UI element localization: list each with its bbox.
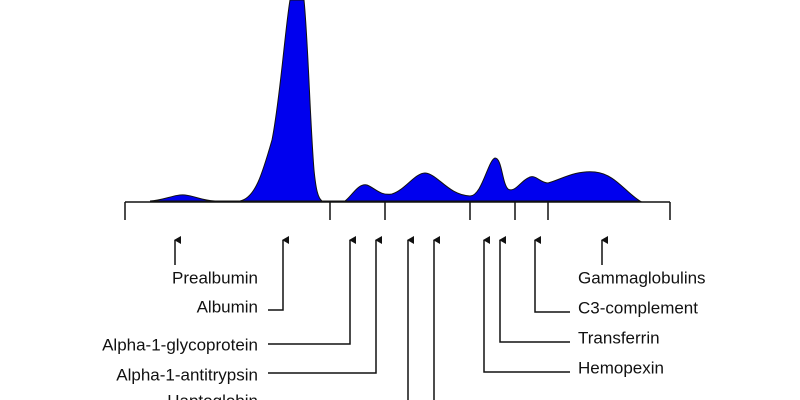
- label: Alpha-1-antitrypsin: [116, 365, 258, 384]
- label: Gammaglobulins: [578, 268, 706, 287]
- label: C3-complement: [578, 298, 698, 317]
- label: Alpha-1-glycoprotein: [102, 335, 258, 354]
- label: Albumin: [197, 297, 258, 316]
- label: Prealbumin: [172, 268, 258, 287]
- label: Haptoglobin: [167, 391, 258, 400]
- density-curve: [149, 0, 642, 202]
- fraction-ticks: [124, 202, 671, 220]
- arrows: [174, 236, 608, 400]
- label: Transferrin: [578, 328, 660, 347]
- label: Hemopexin: [578, 358, 664, 377]
